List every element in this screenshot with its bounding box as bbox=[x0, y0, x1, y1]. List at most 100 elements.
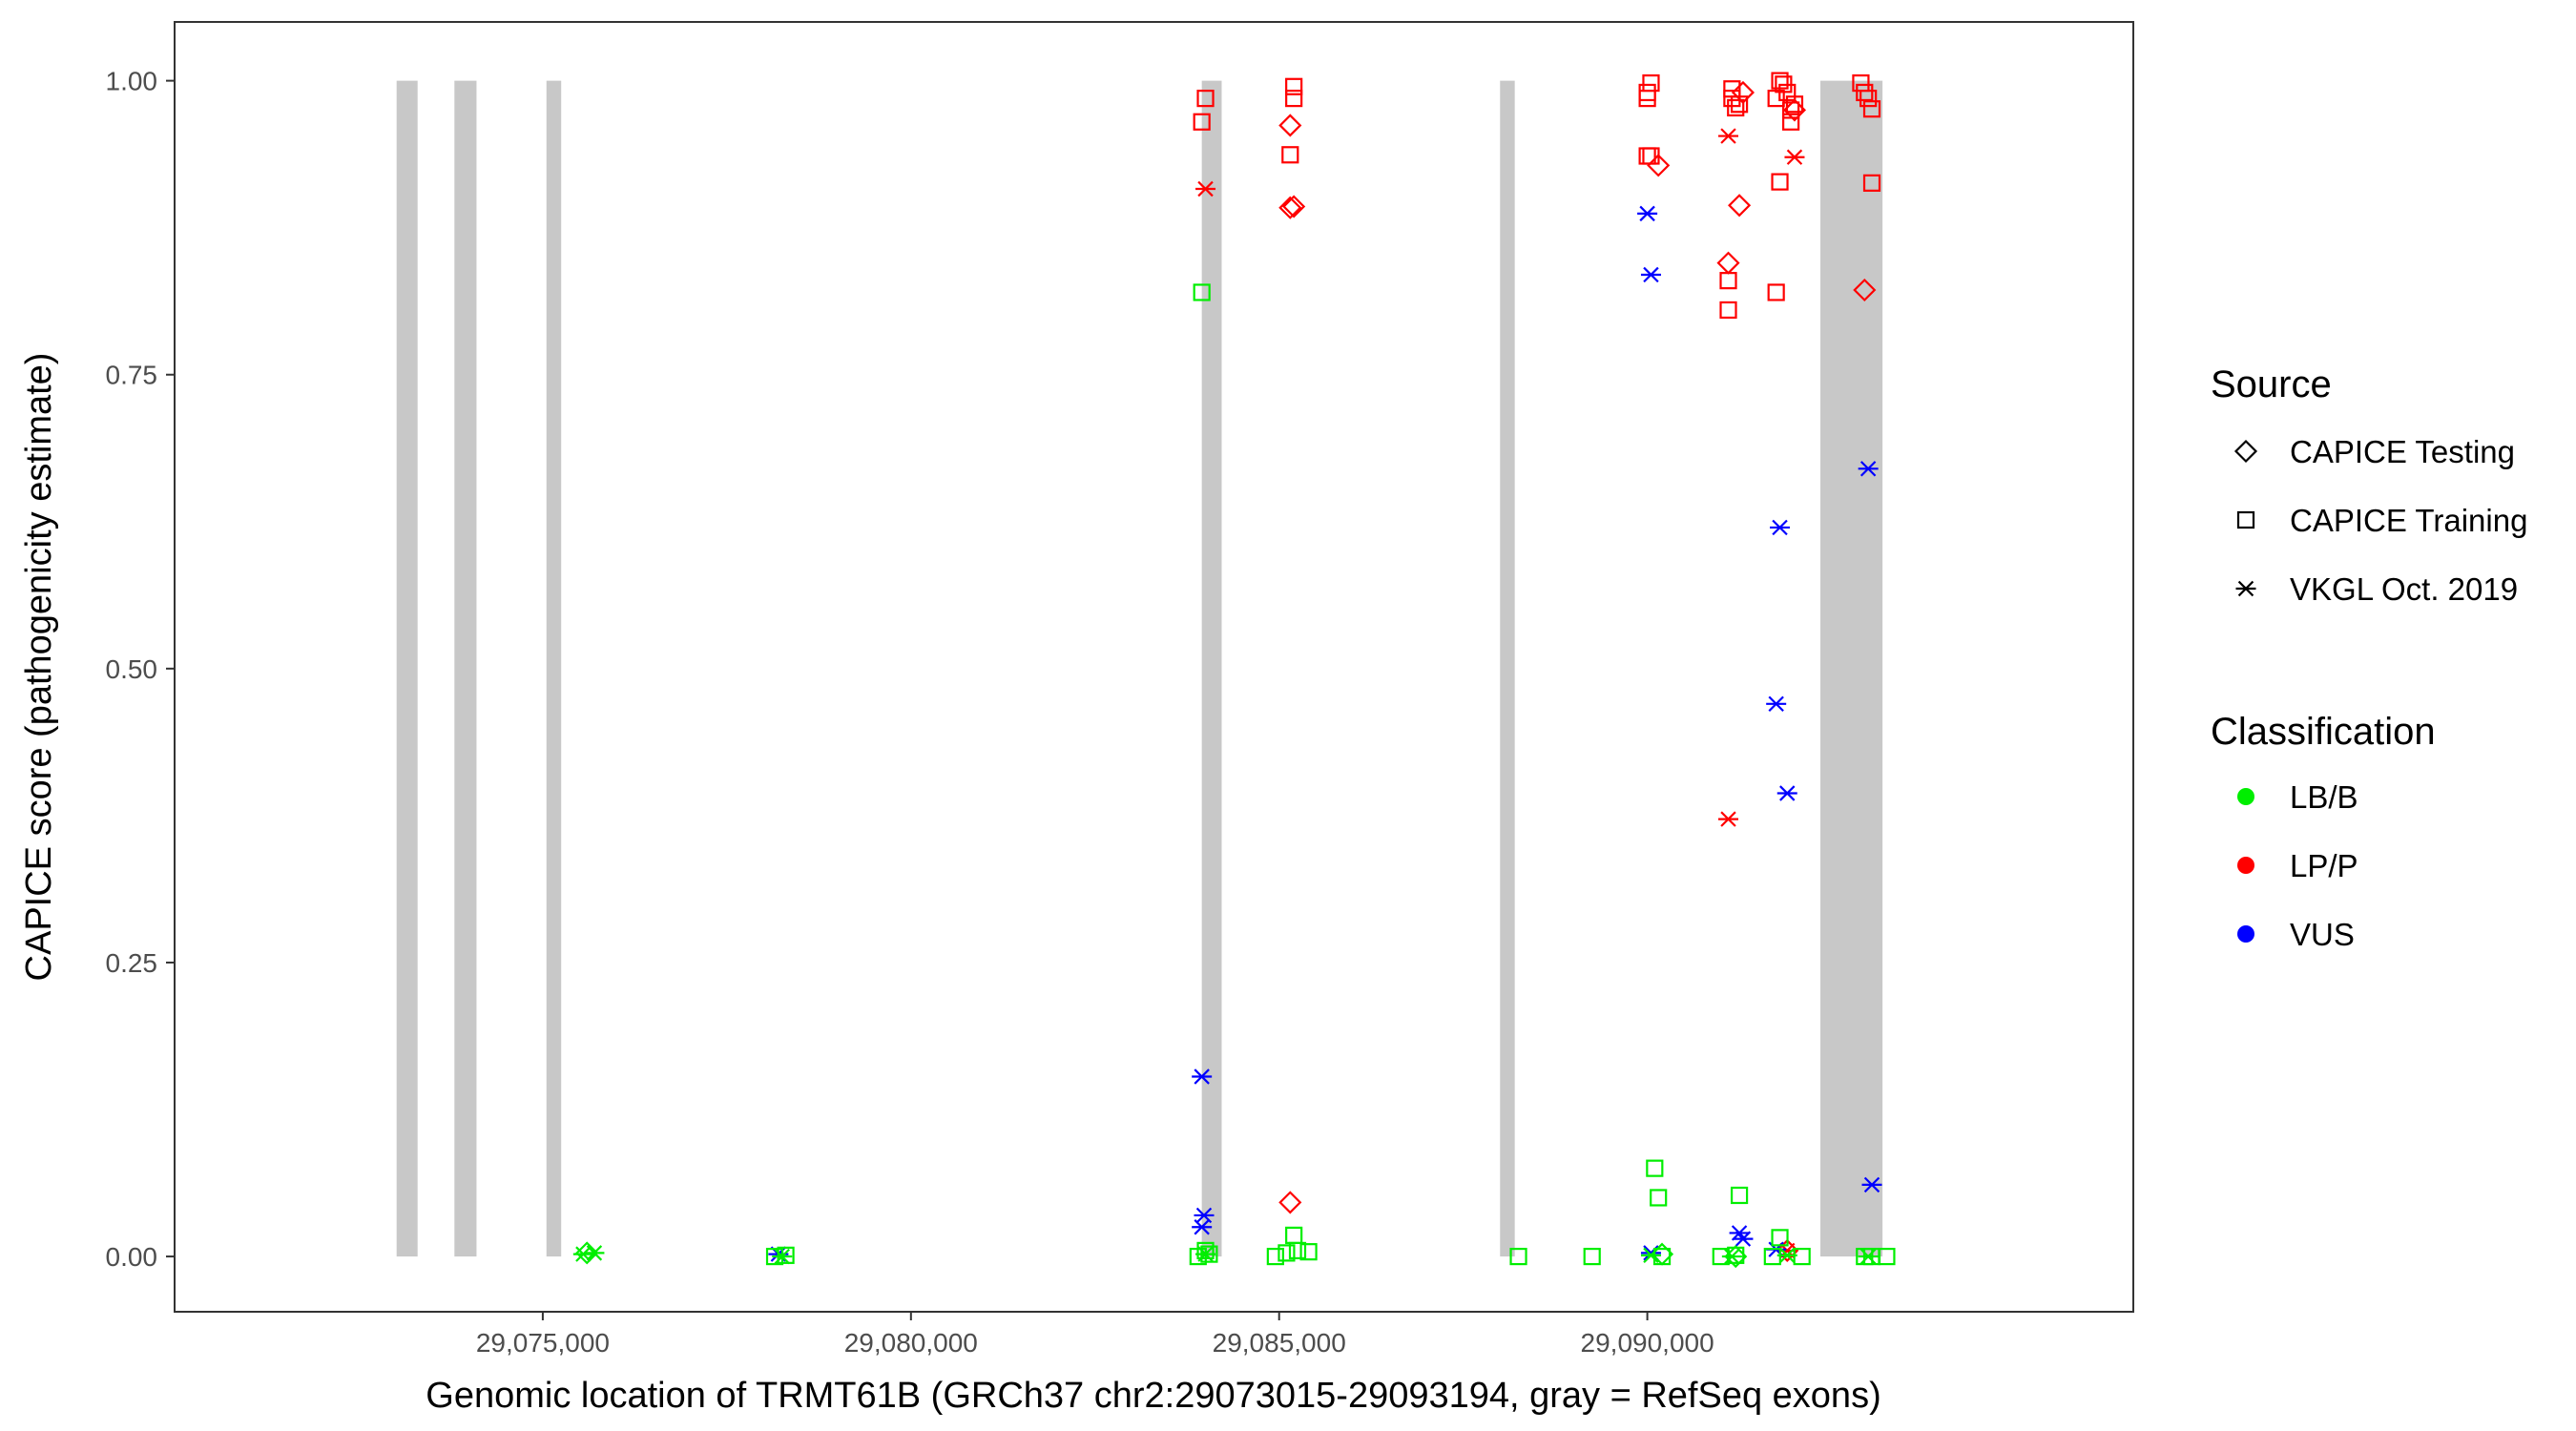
x-axis-title: Genomic location of TRMT61B (GRCh37 chr2… bbox=[426, 1376, 1880, 1416]
data-point-s4-p10-stroke-d2 bbox=[1768, 695, 1784, 713]
data-point-s1-p16 bbox=[1719, 301, 1737, 320]
axis-layer: 29,075,000 29,080,000 29,085,000 29,090,000… bbox=[106, 67, 1714, 1358]
data-point-s7-p4 bbox=[1195, 1246, 1216, 1262]
legend-class-title: Classification bbox=[2211, 711, 2436, 753]
data-point-s6-p1 bbox=[575, 1241, 599, 1265]
data-point-s7-p1-stroke-d2 bbox=[575, 1246, 592, 1262]
data-point-s4-p5-stroke-d2 bbox=[1643, 266, 1659, 283]
data-point-s4-p3 bbox=[1192, 1219, 1213, 1235]
data-point-s5-p6 bbox=[777, 1246, 795, 1264]
data-point-s4-p13 bbox=[1861, 1176, 1882, 1193]
data-point-s2-p7 bbox=[1728, 194, 1752, 218]
data-point-s2-p4 bbox=[1278, 1191, 1302, 1214]
data-point-s7-p5-stroke-d2 bbox=[1643, 1247, 1659, 1264]
data-point-s5-p20 bbox=[1771, 1229, 1789, 1247]
exon-bar-5 bbox=[1500, 80, 1515, 1257]
data-point-s1-p27 bbox=[1856, 83, 1874, 102]
legend-source-label-testing: CAPICE Testing bbox=[2290, 434, 2515, 469]
data-point-s4-p5 bbox=[1640, 266, 1661, 283]
data-point-s1-p28 bbox=[1859, 90, 1878, 108]
legend-key-square bbox=[2236, 510, 2255, 529]
data-point-s4-p2-stroke-d2 bbox=[1195, 1207, 1213, 1224]
data-point-s2-p2 bbox=[1282, 195, 1306, 218]
legend-class-label-vus: VUS bbox=[2290, 917, 2355, 952]
legend-key-dot-2 bbox=[2237, 857, 2254, 874]
data-point-s1-p4 bbox=[1285, 90, 1303, 108]
y-tick-label-3: 0.50 bbox=[106, 654, 158, 684]
data-point-s4-p8 bbox=[1733, 1231, 1754, 1247]
data-point-s1-p30 bbox=[1862, 174, 1881, 192]
data-point-s7-p5 bbox=[1640, 1247, 1661, 1264]
data-point-s5-p7 bbox=[1266, 1247, 1284, 1266]
data-point-s1-p13 bbox=[1730, 95, 1749, 114]
data-point-s2-p11 bbox=[1776, 1238, 1799, 1262]
exon-bar-1 bbox=[396, 80, 418, 1257]
data-point-s7-p2 bbox=[584, 1245, 605, 1261]
data-point-s7-p7 bbox=[1776, 1247, 1797, 1264]
data-point-s1-p20 bbox=[1767, 90, 1785, 108]
data-point-s4-p3-stroke-d2 bbox=[1194, 1219, 1210, 1235]
data-point-s1-p14 bbox=[1727, 98, 1745, 117]
data-point-s3-p3-stroke-d2 bbox=[1720, 811, 1736, 827]
data-point-s3-p4-stroke-d2 bbox=[1786, 149, 1803, 165]
y-tick-label-1: 0.00 bbox=[106, 1242, 158, 1272]
data-point-s2-p5 bbox=[1647, 154, 1671, 177]
data-point-s5-p10 bbox=[1288, 1241, 1307, 1260]
x-tick-label-1: 29,075,000 bbox=[476, 1328, 610, 1358]
x-tick-label-3: 29,085,000 bbox=[1213, 1328, 1346, 1358]
legend-class-label-lbb: LB/B bbox=[2290, 779, 2358, 815]
data-point-s2-p1 bbox=[1278, 114, 1302, 137]
data-point-s4-p4-stroke-d2 bbox=[1639, 205, 1655, 222]
legend-source-label-training: CAPICE Training bbox=[2290, 503, 2527, 538]
data-point-s2-p8 bbox=[1716, 251, 1740, 275]
data-point-s4-p11-stroke-d2 bbox=[1779, 785, 1796, 801]
legend: Source CAPICE Testing CAPICE Training VK… bbox=[2211, 363, 2527, 952]
legend-source-title: Source bbox=[2211, 363, 2332, 405]
legend-key-asterisk-stroke-d2 bbox=[2237, 580, 2254, 597]
y-tick-label-4: 0.75 bbox=[106, 361, 158, 390]
exon-bar-6 bbox=[1819, 80, 1883, 1257]
legend-key-diamond bbox=[2233, 439, 2258, 464]
data-point-s4-p1 bbox=[1192, 1068, 1213, 1085]
data-point-s4-p9 bbox=[1770, 519, 1791, 536]
legend-key-dot-3 bbox=[2237, 925, 2254, 943]
data-point-s5-p4 bbox=[1196, 1241, 1215, 1260]
point-layer bbox=[572, 72, 1896, 1269]
legend-class-label-lpp: LP/P bbox=[2290, 848, 2358, 883]
data-point-s7-p8 bbox=[1858, 1248, 1879, 1265]
data-point-s5-p22 bbox=[1793, 1247, 1811, 1266]
data-point-s4-p9-stroke-d2 bbox=[1772, 519, 1788, 536]
legend-key-asterisk bbox=[2235, 580, 2256, 597]
data-point-s3-p1 bbox=[1195, 180, 1216, 197]
data-point-s2-p10 bbox=[1853, 278, 1877, 302]
data-point-s2-p9 bbox=[1782, 98, 1807, 122]
data-point-s3-p4 bbox=[1784, 149, 1805, 165]
data-point-s1-p8 bbox=[1638, 90, 1656, 108]
data-point-s5-p21 bbox=[1763, 1247, 1781, 1266]
data-point-s7-p4-stroke-d2 bbox=[1197, 1246, 1214, 1262]
data-point-s2-p3 bbox=[1278, 196, 1302, 219]
x-tick-label-4: 29,090,000 bbox=[1581, 1328, 1714, 1358]
data-point-s4-p10 bbox=[1766, 695, 1787, 713]
x-tick-label-2: 29,080,000 bbox=[844, 1328, 978, 1358]
data-point-s1-p5 bbox=[1281, 146, 1299, 164]
data-point-s5-p8 bbox=[1278, 1244, 1296, 1262]
data-point-s2-p6 bbox=[1731, 80, 1755, 105]
y-axis-title: CAPICE score (pathogenicity estimate) bbox=[19, 353, 59, 982]
data-point-s5-p12 bbox=[1509, 1247, 1527, 1266]
data-point-s1-p24 bbox=[1771, 173, 1789, 191]
data-point-s3-p2 bbox=[1718, 128, 1739, 144]
exon-bar-2 bbox=[454, 80, 477, 1257]
plot-panel-border bbox=[174, 21, 2134, 1313]
data-point-s5-p15 bbox=[1650, 1189, 1668, 1207]
legend-key-dot-1 bbox=[2237, 788, 2254, 805]
data-point-s3-p1-stroke-d2 bbox=[1197, 180, 1214, 197]
data-point-s1-p23 bbox=[1782, 113, 1800, 131]
data-point-s4-p8-stroke-d2 bbox=[1735, 1231, 1752, 1247]
data-point-s7-p7-stroke-d2 bbox=[1779, 1247, 1796, 1264]
data-point-s5-p13 bbox=[1583, 1247, 1601, 1266]
legend-class-keys bbox=[2237, 788, 2254, 943]
y-tick-label-5: 1.00 bbox=[106, 67, 158, 96]
